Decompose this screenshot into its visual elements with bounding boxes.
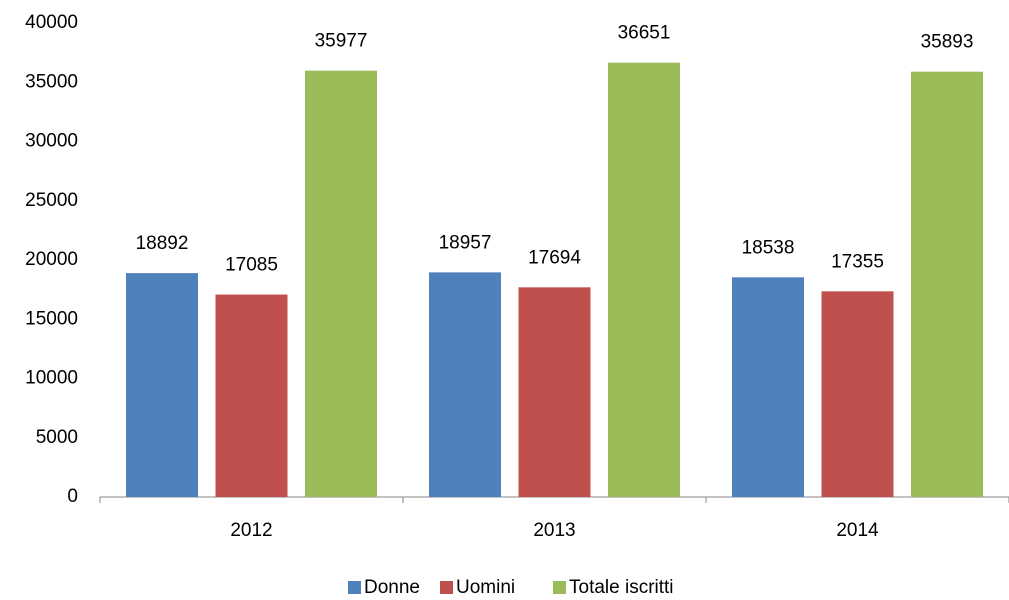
bar: [608, 62, 680, 498]
legend-label: Donne: [364, 577, 420, 598]
value-label: 36651: [618, 23, 671, 44]
value-label: 18538: [742, 237, 795, 258]
x-tick-label: 2014: [836, 520, 879, 541]
y-tick-label: 15000: [25, 308, 78, 329]
bar: [126, 273, 198, 497]
legend-label: Totale iscritti: [569, 577, 674, 598]
value-label: 17085: [225, 255, 278, 276]
value-label: 17355: [831, 251, 884, 272]
legend-swatch: [348, 581, 361, 594]
x-tick-label: 2012: [230, 520, 272, 541]
x-tick-label: 2013: [533, 520, 575, 541]
legend-item: Totale iscritti: [553, 577, 674, 598]
bar: [821, 291, 894, 497]
y-tick-label: 10000: [25, 368, 78, 389]
value-label: 18892: [136, 233, 189, 254]
y-tick-label: 20000: [25, 249, 78, 270]
bar: [429, 272, 501, 497]
legend-item: Uomini: [440, 577, 515, 598]
legend-swatch: [553, 581, 566, 594]
y-tick-label: 30000: [25, 131, 78, 152]
y-tick-label: 35000: [25, 71, 78, 92]
value-label: 35977: [315, 31, 368, 52]
y-tick-label: 0: [67, 486, 78, 507]
value-label: 18957: [439, 232, 492, 253]
legend-label: Uomini: [456, 577, 515, 598]
bar: [215, 294, 288, 497]
bar: [732, 277, 804, 497]
y-tick-label: 25000: [25, 190, 78, 211]
value-label: 35893: [921, 32, 974, 53]
legend-swatch: [440, 581, 453, 594]
bar: [518, 287, 591, 497]
bar: [911, 71, 983, 497]
y-tick-label: 40000: [25, 12, 78, 33]
legend-item: Donne: [348, 577, 420, 598]
value-label: 17694: [528, 247, 581, 268]
bar: [305, 70, 377, 497]
y-tick-label: 5000: [36, 427, 78, 448]
